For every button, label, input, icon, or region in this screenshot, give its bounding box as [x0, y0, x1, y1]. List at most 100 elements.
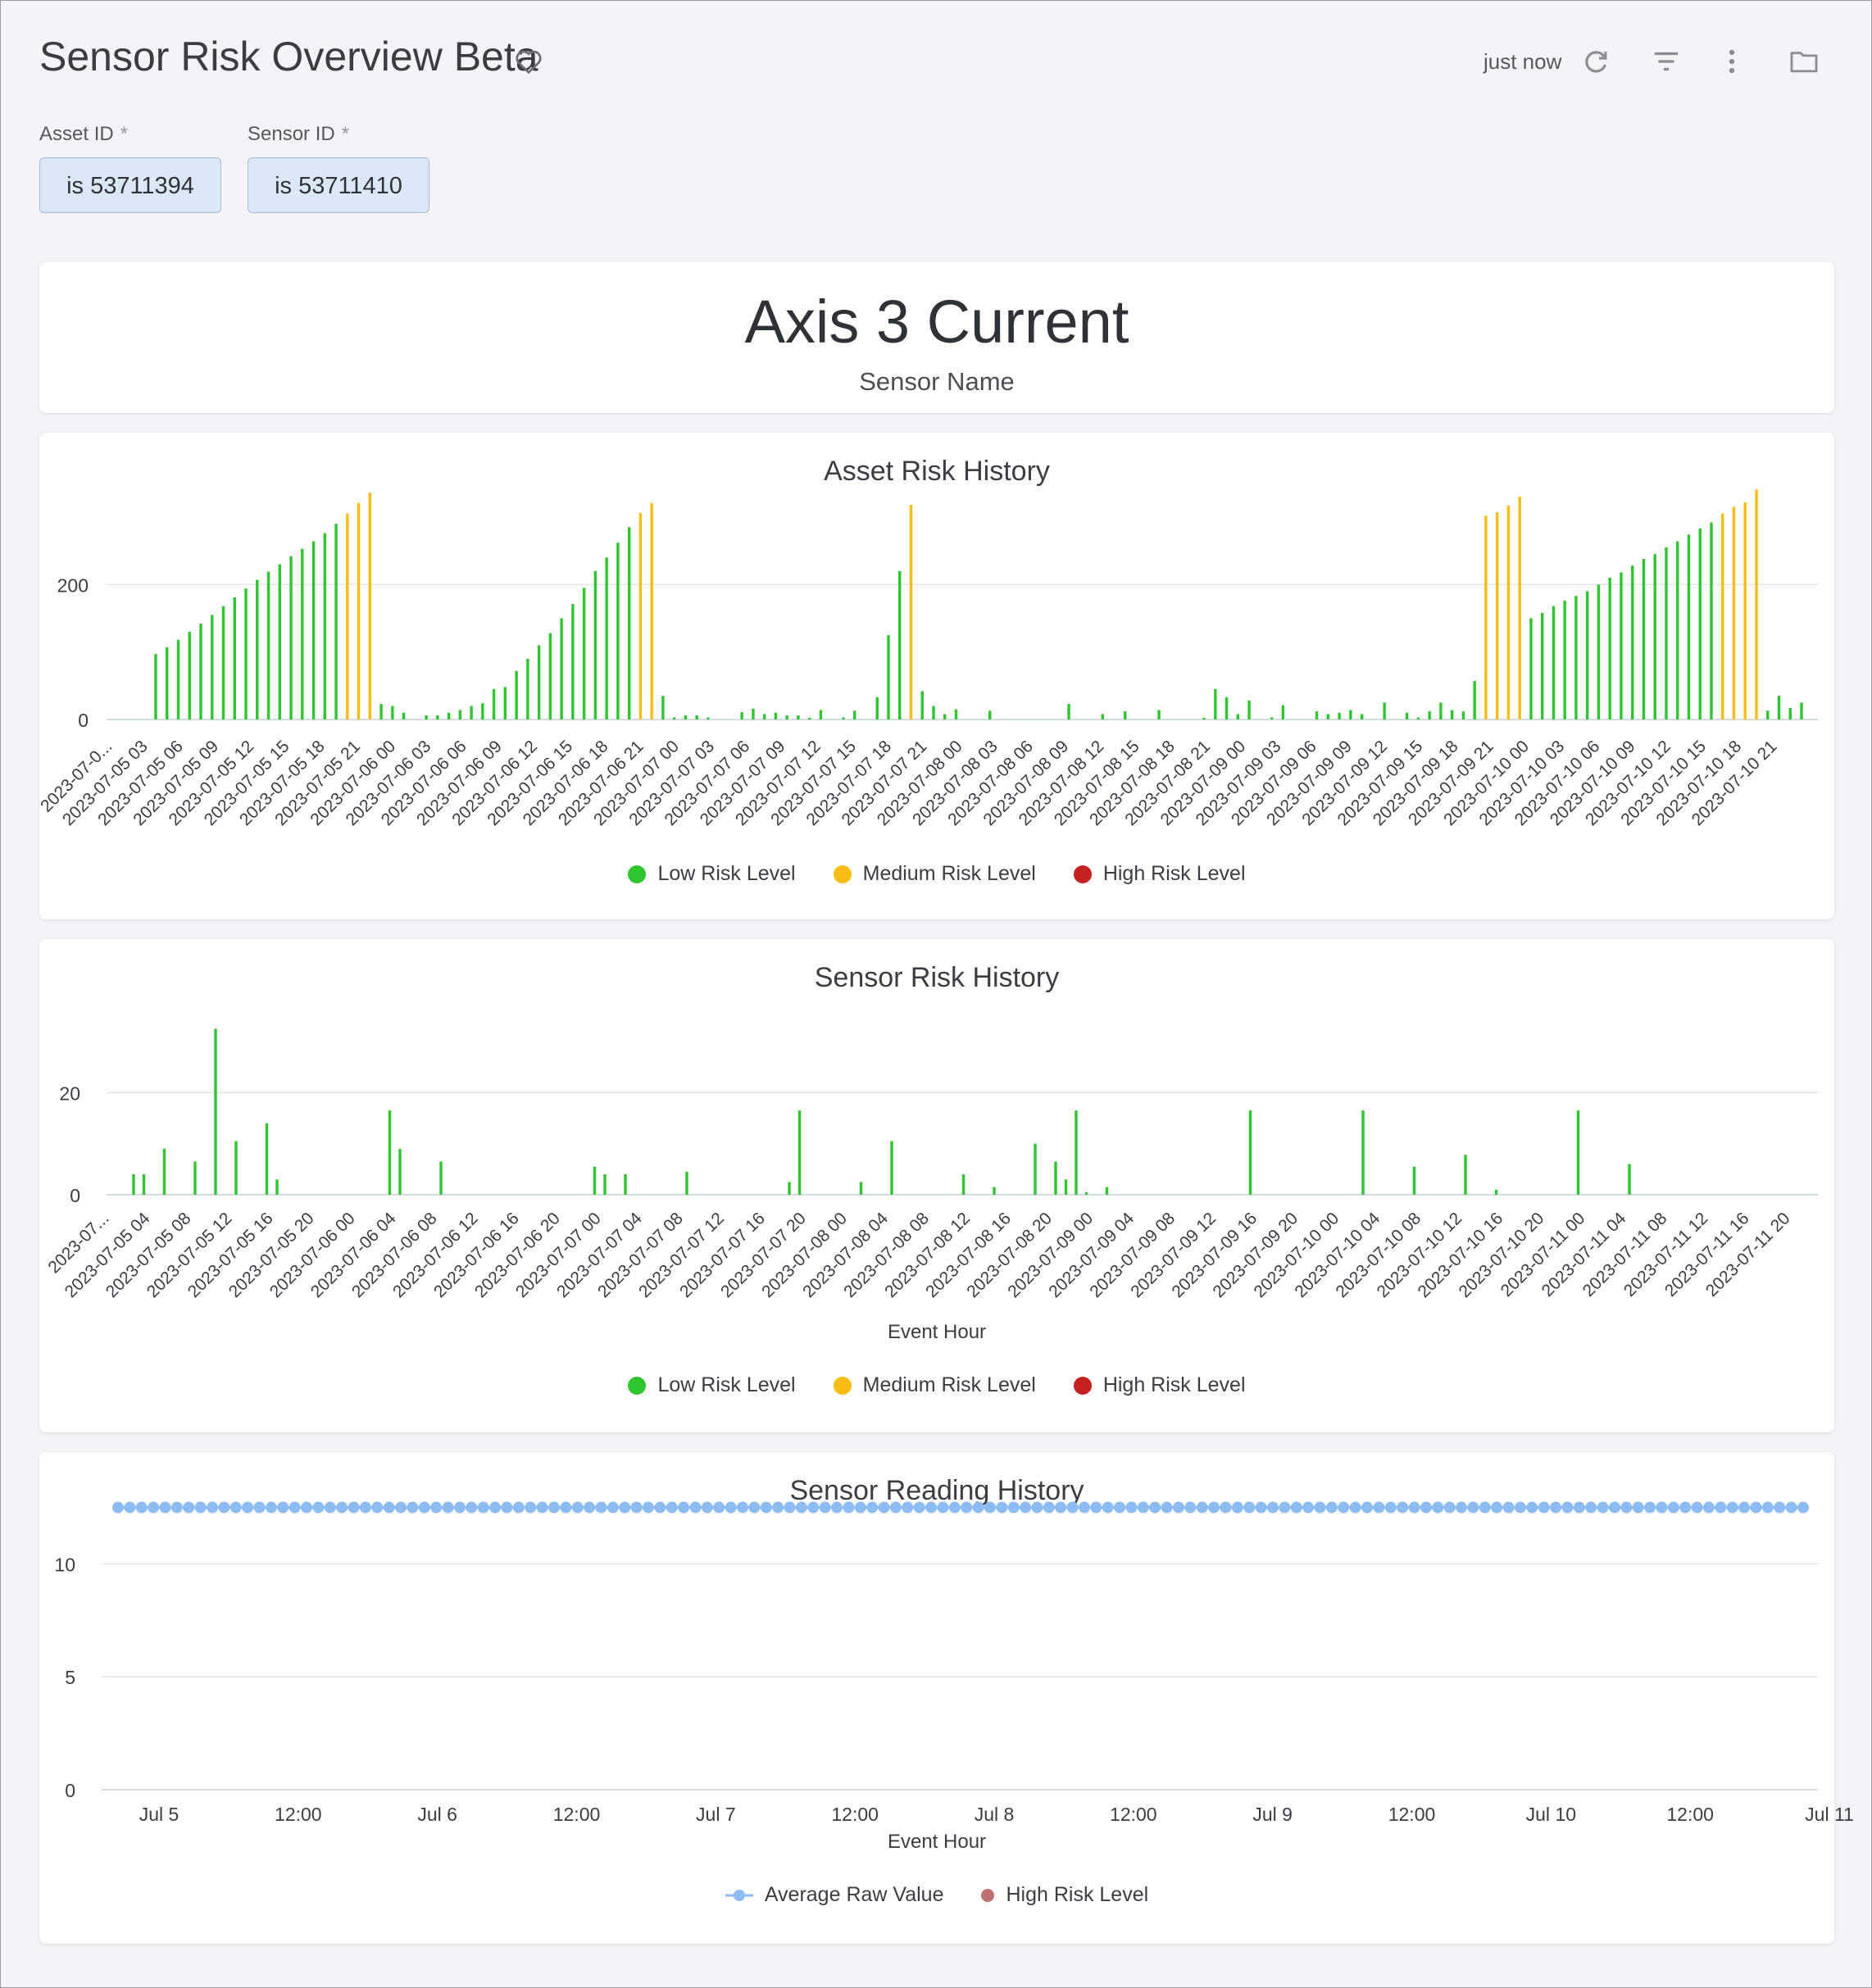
bar	[627, 527, 631, 719]
legend-label: Low Risk Level	[657, 1373, 796, 1396]
legend-average-raw-value[interactable]: Average Raw Value	[725, 1883, 943, 1907]
bar	[470, 706, 473, 719]
x-tick-label: Jul 8	[975, 1804, 1015, 1825]
bar	[859, 1182, 863, 1195]
sensor-name-label: Sensor Name	[859, 367, 1015, 396]
bar	[1383, 702, 1386, 719]
bar	[1563, 601, 1566, 719]
bar	[537, 645, 541, 719]
bar	[1461, 711, 1465, 719]
data-point	[984, 1501, 996, 1514]
data-point	[1561, 1501, 1574, 1514]
legend-label: High Risk Level	[1006, 1883, 1149, 1906]
bar	[398, 1148, 402, 1195]
data-point	[1314, 1501, 1326, 1514]
data-point	[713, 1501, 725, 1514]
bar	[582, 588, 586, 719]
legend-low-risk[interactable]: Low Risk Level	[628, 1373, 796, 1397]
sensor-reading-chart: 0 5 10 Jul 5 12:00 Jul 6 12:00 Jul 7 12:00 Jul 8 1…	[54, 1501, 1854, 1825]
favorite-heart-icon[interactable]	[513, 46, 544, 77]
bar	[492, 688, 496, 719]
data-point	[170, 1501, 183, 1514]
sensor-risk-legend: Low Risk Level Medium Risk Level High Ri…	[39, 1373, 1834, 1397]
bar	[214, 1028, 217, 1195]
asset-id-filter-label: Asset ID *	[39, 123, 128, 146]
legend-high-risk[interactable]: High Risk Level	[1073, 862, 1246, 886]
folder-icon[interactable]	[1788, 46, 1820, 77]
legend-high-risk[interactable]: High Risk Level	[981, 1883, 1148, 1907]
bar	[311, 541, 316, 719]
data-point	[1220, 1501, 1232, 1514]
sensor-risk-x-axis-label: Event Hour	[887, 1321, 987, 1343]
bar	[1439, 702, 1443, 719]
bar	[548, 633, 552, 719]
bar	[1766, 710, 1770, 719]
bar	[1428, 711, 1431, 719]
data-point	[784, 1501, 796, 1514]
legend-medium-risk[interactable]: Medium Risk Level	[833, 862, 1036, 886]
asset-risk-history-card: Asset Risk History 0 200 2023-07-0... 2023-…	[37, 433, 1834, 919]
more-vertical-icon[interactable]	[1716, 46, 1747, 77]
legend-label: Low Risk Level	[657, 862, 796, 885]
bar	[819, 710, 823, 719]
y-tick-label: 10	[54, 1554, 75, 1575]
data-point	[265, 1501, 277, 1514]
bar	[1101, 714, 1104, 719]
refresh-icon[interactable]	[1580, 46, 1611, 77]
legend-high-risk[interactable]: High Risk Level	[1073, 1373, 1246, 1397]
data-point	[1137, 1501, 1149, 1514]
x-tick-label: Jul 9	[1252, 1804, 1293, 1825]
data-point	[889, 1501, 902, 1514]
bar	[616, 542, 620, 719]
bar	[1494, 1189, 1498, 1195]
sensor-id-filter-chip[interactable]: is 53711410	[248, 157, 429, 213]
bar	[1084, 1191, 1088, 1195]
data-point	[854, 1501, 866, 1514]
bar	[1338, 712, 1341, 719]
bar	[1326, 714, 1330, 719]
data-point	[466, 1501, 478, 1514]
x-tick-label: 12:00	[1388, 1804, 1436, 1825]
bar	[278, 564, 281, 719]
bar	[1710, 522, 1713, 719]
legend-low-risk[interactable]: Low Risk Level	[628, 862, 796, 886]
data-point	[336, 1501, 348, 1514]
legend-label: High Risk Level	[1102, 862, 1246, 885]
legend-medium-risk[interactable]: Medium Risk Level	[833, 1373, 1036, 1397]
legend-dot-low	[628, 865, 647, 883]
bar	[334, 524, 338, 719]
asset-id-filter-chip[interactable]: is 53711394	[39, 157, 221, 213]
bar	[1034, 1143, 1037, 1195]
data-point	[1750, 1501, 1762, 1514]
asset-risk-chart-title: Asset Risk History	[824, 456, 1050, 487]
x-tick-label: Jul 10	[1526, 1804, 1576, 1825]
bar	[515, 670, 518, 719]
data-point	[1290, 1501, 1302, 1514]
bar	[323, 533, 327, 719]
data-point	[619, 1501, 631, 1514]
filter-icon[interactable]	[1651, 46, 1682, 77]
data-point	[453, 1501, 466, 1514]
data-point	[1043, 1501, 1055, 1514]
sensor-id-filter-label: Sensor ID *	[248, 123, 349, 146]
data-point	[607, 1501, 619, 1514]
bar	[1630, 565, 1634, 719]
legend-dot-low	[628, 1376, 647, 1395]
data-point	[1149, 1501, 1161, 1514]
data-point	[194, 1501, 207, 1514]
data-point	[148, 1501, 160, 1514]
bar	[684, 715, 688, 719]
bar	[788, 1182, 791, 1195]
data-point	[1608, 1501, 1620, 1514]
bar	[436, 715, 439, 719]
bar	[650, 502, 653, 719]
bar	[1665, 547, 1668, 719]
sensor-name-value: Axis 3 Current	[744, 288, 1129, 356]
data-point	[748, 1501, 761, 1514]
bar	[961, 1174, 966, 1195]
data-point	[207, 1501, 219, 1514]
bar	[909, 505, 913, 719]
sensor-reading-x-axis-label: Event Hour	[887, 1831, 987, 1853]
data-point	[819, 1501, 831, 1514]
